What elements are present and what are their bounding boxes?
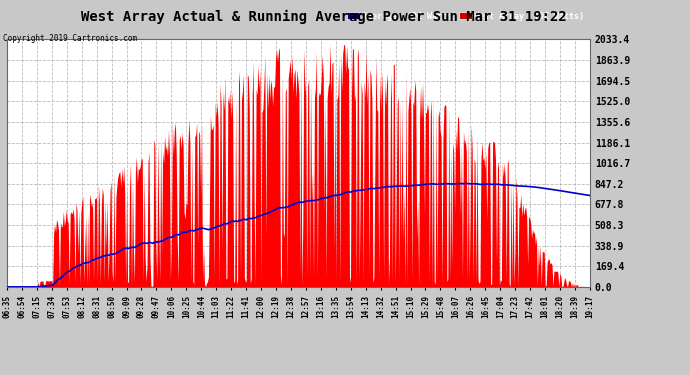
- Legend: Average  (DC Watts), West Array  (DC Watts): Average (DC Watts), West Array (DC Watts…: [345, 10, 586, 22]
- Text: West Array Actual & Running Average Power Sun Mar 31 19:22: West Array Actual & Running Average Powe…: [81, 9, 567, 24]
- Text: Copyright 2019 Cartronics.com: Copyright 2019 Cartronics.com: [3, 34, 137, 43]
